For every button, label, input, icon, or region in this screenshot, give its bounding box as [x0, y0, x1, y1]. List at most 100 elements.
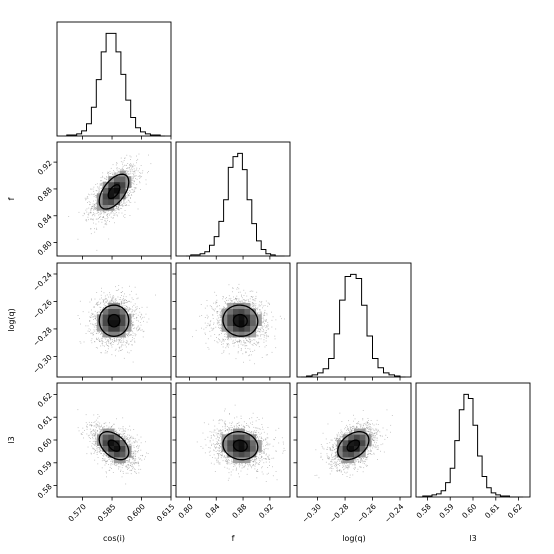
sample-point [131, 344, 133, 346]
sample-point [106, 218, 108, 219]
sample-point [129, 170, 131, 172]
sample-point [114, 339, 115, 341]
sample-point [147, 172, 148, 174]
sample-point [114, 172, 116, 174]
sample-point [139, 172, 141, 173]
sample-point [128, 174, 130, 175]
sample-point [212, 308, 214, 310]
sample-point [105, 298, 107, 299]
sample-point [130, 197, 131, 198]
sample-point [127, 163, 129, 164]
sample-point [249, 354, 250, 356]
sample-point [108, 214, 110, 216]
sample-point [226, 304, 228, 306]
sample-point [216, 318, 218, 320]
sample-point [136, 162, 137, 164]
sample-point [108, 341, 110, 343]
sample-point [98, 304, 100, 305]
sample-point [143, 320, 144, 322]
density-cell [238, 325, 245, 332]
sample-point [104, 212, 106, 214]
sample-point [92, 331, 94, 333]
sample-point [115, 355, 116, 357]
sample-point [131, 297, 133, 299]
sample-point [130, 198, 131, 199]
sample-point [133, 318, 135, 319]
sample-point [266, 335, 268, 337]
sample-point [96, 197, 98, 199]
sample-point [85, 199, 86, 201]
sample-point [106, 351, 108, 352]
sample-point [266, 334, 267, 336]
sample-point [106, 342, 107, 344]
sample-point [117, 207, 119, 208]
sample-point [258, 305, 260, 307]
sample-point [133, 309, 135, 311]
sample-point [281, 318, 282, 320]
sample-point [253, 303, 255, 304]
sample-point [100, 340, 102, 342]
sample-point [106, 352, 108, 354]
sample-point [113, 296, 115, 298]
sample-point [125, 296, 127, 298]
sample-point [239, 300, 241, 302]
sample-point [131, 180, 133, 181]
sample-point [122, 433, 124, 435]
sample-point [121, 204, 123, 206]
sample-point [95, 438, 97, 439]
sample-point [222, 338, 224, 340]
sample-point [102, 172, 104, 174]
density-cell [233, 308, 239, 315]
sample-point [249, 298, 251, 300]
sample-point [267, 305, 269, 307]
sample-point [284, 318, 285, 320]
sample-point [95, 326, 97, 328]
sample-point [94, 440, 96, 442]
sample-point [256, 291, 258, 293]
sample-point [88, 331, 90, 332]
sample-point [101, 340, 103, 342]
sample-point [122, 339, 124, 341]
sample-point [114, 302, 116, 303]
sample-point [100, 337, 102, 339]
sample-point [103, 304, 105, 306]
sample-point [214, 310, 215, 312]
sample-point [85, 219, 87, 221]
sample-point [132, 315, 134, 317]
sample-point [122, 302, 124, 304]
sample-point [131, 321, 132, 322]
sample-point [122, 205, 124, 207]
sample-point [235, 342, 236, 343]
sample-point [123, 295, 125, 297]
sample-point [126, 310, 128, 312]
sample-point [127, 460, 129, 462]
sample-point [124, 435, 126, 437]
sample-point [95, 316, 97, 318]
sample-point [134, 171, 136, 172]
sample-point [227, 344, 228, 345]
sample-point [129, 169, 131, 171]
sample-point [239, 291, 241, 293]
sample-point [102, 301, 104, 303]
sample-point [129, 335, 131, 336]
sample-point [68, 216, 70, 217]
sample-point [125, 428, 127, 430]
sample-point [109, 301, 111, 303]
sample-point [241, 297, 243, 299]
sample-point [143, 330, 145, 332]
sample-point [96, 213, 98, 214]
sample-point [129, 195, 131, 197]
sample-point [241, 294, 242, 296]
sample-point [137, 175, 139, 177]
sample-point [79, 300, 81, 302]
sample-point [123, 301, 125, 303]
sample-point [235, 297, 236, 299]
sample-point [207, 322, 209, 324]
density-cell [102, 193, 109, 200]
sample-point [100, 333, 101, 335]
sample-point [216, 312, 218, 314]
sample-point [237, 341, 239, 342]
sample-point [222, 296, 224, 297]
sample-point [203, 328, 205, 330]
sample-point [95, 206, 97, 208]
